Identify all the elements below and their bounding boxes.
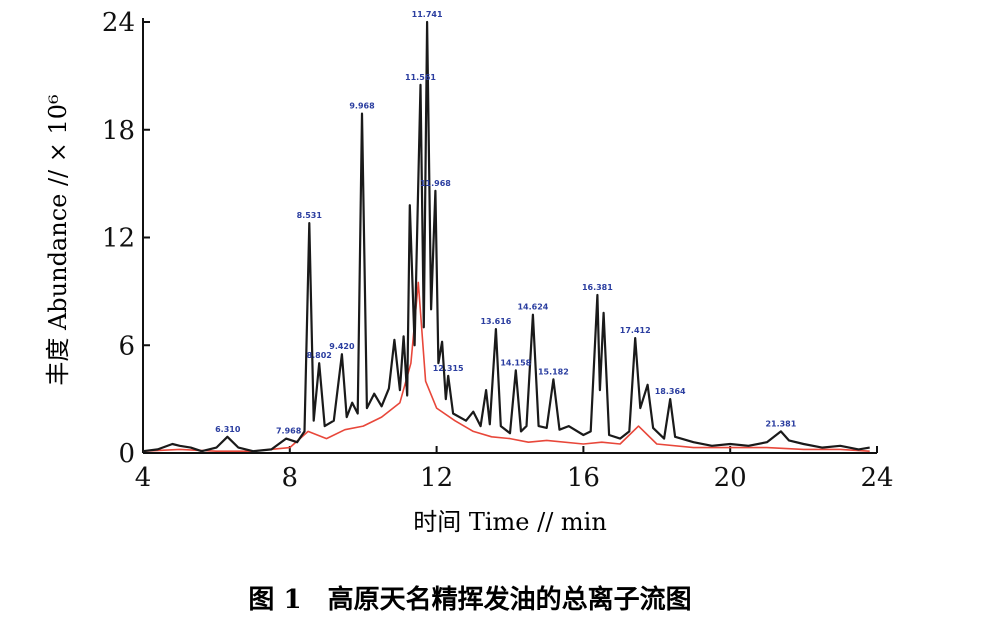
peak-label: 11.561 — [405, 73, 436, 82]
peak-label: 9.420 — [329, 342, 355, 351]
peak-label: 6.310 — [215, 425, 241, 434]
peak-label: 18.364 — [655, 387, 686, 396]
peak-label: 8.531 — [297, 211, 323, 220]
series-line — [142, 281, 870, 452]
y-tick-label: 0 — [118, 439, 135, 469]
peak-label: 16.381 — [582, 283, 613, 292]
x-tick-label: 8 — [282, 463, 299, 493]
peak-label: 15.182 — [538, 367, 569, 376]
peak-label: 14.158 — [500, 358, 531, 367]
caption: 图 1 高原天名精挥发油的总离子流图 — [248, 584, 691, 615]
x-tick-label: 12 — [420, 463, 453, 493]
x-tick-label: 24 — [860, 463, 893, 493]
x-tick-label: 16 — [567, 463, 600, 493]
y-tick-label: 6 — [118, 331, 135, 361]
series-line — [142, 20, 870, 453]
y-tick-label: 24 — [102, 8, 135, 38]
x-tick-label: 4 — [135, 463, 152, 493]
peak-label: 17.412 — [620, 326, 651, 335]
peak-label: 8.802 — [307, 351, 332, 360]
y-axis-title: 丰度 Abundance // × 10⁶ — [44, 94, 72, 385]
x-axis-title: 时间 Time // min — [413, 508, 607, 536]
x-tick-label: 20 — [714, 463, 747, 493]
y-tick-label: 18 — [102, 116, 135, 146]
peak-label: 12.315 — [433, 364, 464, 373]
peak-label: 21.381 — [765, 419, 796, 428]
peak-label: 7.968 — [276, 427, 302, 436]
peak-label: 9.968 — [349, 102, 375, 111]
y-tick-label: 12 — [102, 224, 135, 254]
peak-label: 14.624 — [517, 303, 548, 312]
peak-label: 11.741 — [412, 10, 443, 19]
peak-label: 13.616 — [480, 317, 511, 326]
peak-label: 11.968 — [420, 179, 451, 188]
